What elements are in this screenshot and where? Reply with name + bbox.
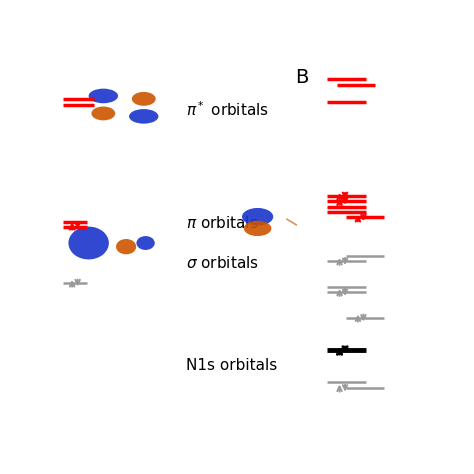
- Ellipse shape: [244, 221, 272, 236]
- Ellipse shape: [116, 239, 136, 255]
- Ellipse shape: [91, 107, 115, 120]
- Ellipse shape: [132, 92, 155, 106]
- Ellipse shape: [89, 89, 118, 103]
- Ellipse shape: [242, 208, 273, 226]
- Text: N1s orbitals: N1s orbitals: [186, 358, 277, 373]
- Text: $\pi^*$ orbitals: $\pi^*$ orbitals: [186, 100, 269, 119]
- Text: B: B: [295, 68, 309, 87]
- Ellipse shape: [129, 109, 158, 124]
- Ellipse shape: [68, 227, 109, 259]
- Text: $\sigma$ orbitals: $\sigma$ orbitals: [186, 255, 259, 271]
- Ellipse shape: [137, 236, 155, 250]
- Text: $\pi$ orbitals: $\pi$ orbitals: [186, 215, 258, 231]
